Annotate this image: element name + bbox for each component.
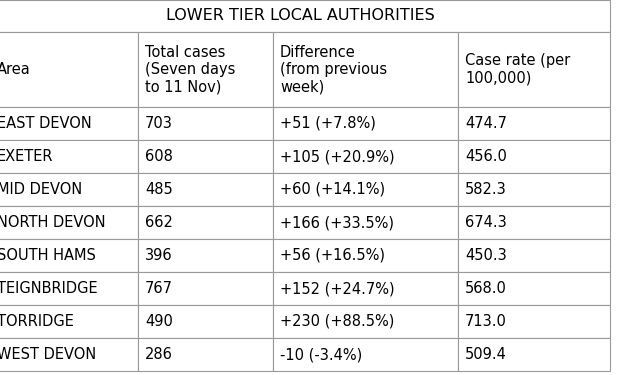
Bar [0, 0, 610, 32]
Text: 608: 608 [145, 149, 173, 164]
Bar [0, 305, 138, 338]
Text: SOUTH HAMS: SOUTH HAMS [0, 248, 96, 263]
Text: 474.7: 474.7 [465, 116, 507, 131]
Bar [273, 107, 458, 140]
Bar [273, 140, 458, 173]
Text: +51 (+7.8%): +51 (+7.8%) [280, 116, 376, 131]
Text: NORTH DEVON: NORTH DEVON [0, 215, 106, 230]
Text: 286: 286 [145, 347, 173, 362]
Bar [0, 206, 138, 239]
Text: 396: 396 [145, 248, 173, 263]
Text: 767: 767 [145, 281, 173, 296]
Bar [273, 338, 458, 371]
Text: 509.4: 509.4 [465, 347, 507, 362]
Bar [138, 32, 273, 107]
Text: 662: 662 [145, 215, 173, 230]
Bar [0, 239, 138, 272]
Text: +56 (+16.5%): +56 (+16.5%) [280, 248, 385, 263]
Bar [458, 338, 610, 371]
Bar [458, 206, 610, 239]
Text: MID DEVON: MID DEVON [0, 182, 83, 197]
Text: WEST DEVON: WEST DEVON [0, 347, 96, 362]
Text: +105 (+20.9%): +105 (+20.9%) [280, 149, 395, 164]
Bar [458, 272, 610, 305]
Bar [0, 32, 138, 107]
Text: EXETER: EXETER [0, 149, 54, 164]
Bar [138, 107, 273, 140]
Bar [458, 305, 610, 338]
Text: TEIGNBRIDGE: TEIGNBRIDGE [0, 281, 98, 296]
Text: TORRIDGE: TORRIDGE [0, 314, 74, 329]
Text: Difference
(from previous
week): Difference (from previous week) [280, 45, 387, 94]
Bar [0, 107, 138, 140]
Text: 703: 703 [145, 116, 173, 131]
Bar [138, 206, 273, 239]
Text: 456.0: 456.0 [465, 149, 507, 164]
Bar [273, 272, 458, 305]
Bar [138, 239, 273, 272]
Bar [0, 338, 138, 371]
Text: 490: 490 [145, 314, 173, 329]
Text: Total cases
(Seven days
to 11 Nov): Total cases (Seven days to 11 Nov) [145, 45, 236, 94]
Bar [273, 206, 458, 239]
Text: -10 (-3.4%): -10 (-3.4%) [280, 347, 362, 362]
Text: Case rate (per
100,000): Case rate (per 100,000) [465, 53, 570, 86]
Bar [458, 107, 610, 140]
Bar [138, 272, 273, 305]
Text: 582.3: 582.3 [465, 182, 507, 197]
Text: +230 (+88.5%): +230 (+88.5%) [280, 314, 394, 329]
Bar [0, 173, 138, 206]
Text: LOWER TIER LOCAL AUTHORITIES: LOWER TIER LOCAL AUTHORITIES [166, 9, 435, 24]
Bar [458, 239, 610, 272]
Text: 450.3: 450.3 [465, 248, 507, 263]
Text: +152 (+24.7%): +152 (+24.7%) [280, 281, 395, 296]
Bar [138, 338, 273, 371]
Bar [458, 32, 610, 107]
Bar [138, 140, 273, 173]
Text: 485: 485 [145, 182, 173, 197]
Text: +166 (+33.5%): +166 (+33.5%) [280, 215, 394, 230]
Bar [273, 32, 458, 107]
Bar [0, 272, 138, 305]
Text: +60 (+14.1%): +60 (+14.1%) [280, 182, 385, 197]
Text: 674.3: 674.3 [465, 215, 507, 230]
Bar [458, 173, 610, 206]
Text: 713.0: 713.0 [465, 314, 507, 329]
Bar [0, 140, 138, 173]
Bar [458, 140, 610, 173]
Bar [273, 239, 458, 272]
Bar [273, 305, 458, 338]
Text: EAST DEVON: EAST DEVON [0, 116, 92, 131]
Text: 568.0: 568.0 [465, 281, 507, 296]
Bar [138, 305, 273, 338]
Bar [138, 173, 273, 206]
Text: Area: Area [0, 62, 31, 77]
Bar [273, 173, 458, 206]
